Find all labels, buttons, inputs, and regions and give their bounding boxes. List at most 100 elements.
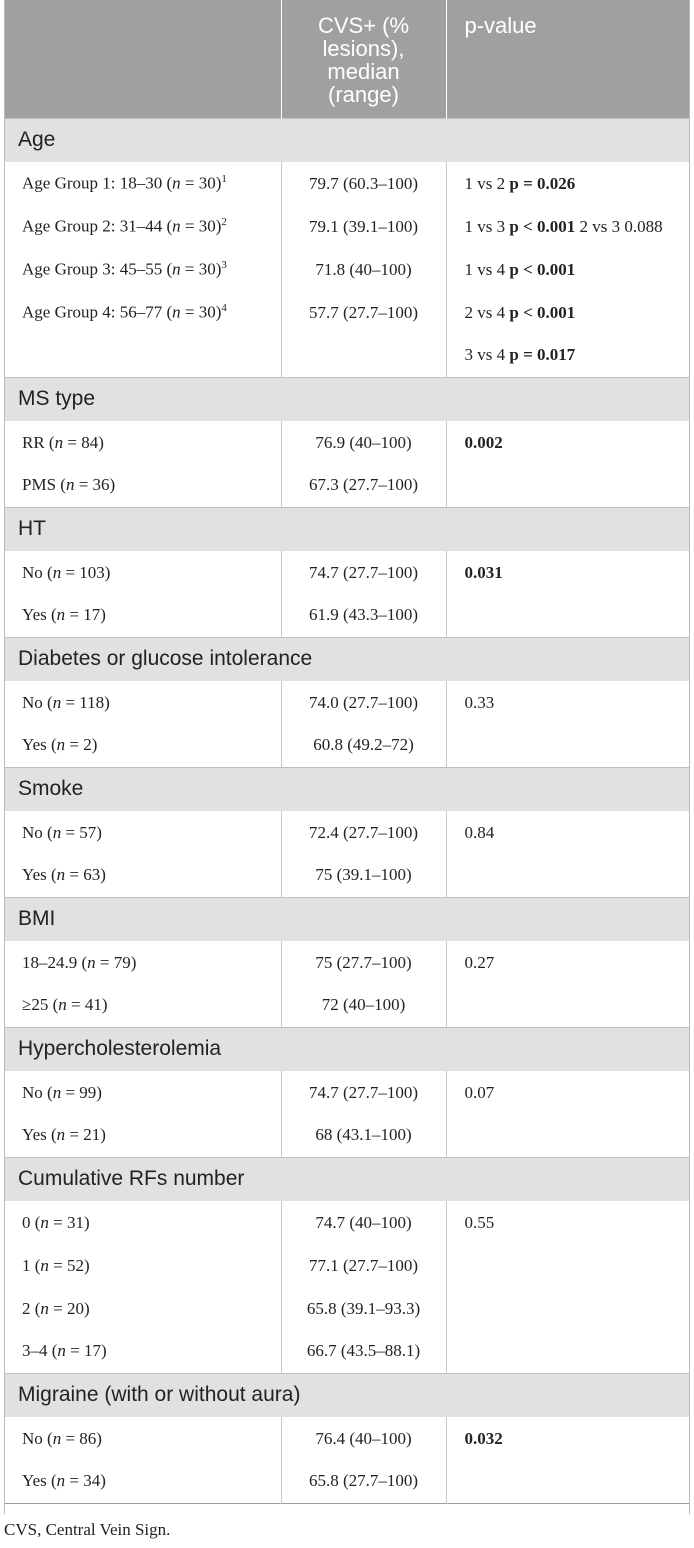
row-pvalue <box>446 1244 690 1287</box>
n-symbol: n <box>172 259 181 279</box>
row-label: 18–24.9 (n = 79) <box>4 941 282 984</box>
table-row: PMS (n = 36) 67.3 (27.7–100) <box>4 464 690 507</box>
group-title: HT <box>4 506 690 551</box>
row-cvs-value: 68 (43.1–100) <box>281 1114 447 1157</box>
row-cvs-value: 74.7 (40–100) <box>281 1201 447 1244</box>
pvalue-bold: p < 0.001 <box>509 259 576 279</box>
row-label-text: Age Group 4: 56–77 ( <box>22 302 173 322</box>
row-label: Age Group 4: 56–77 (n = 30)4 <box>4 291 282 334</box>
row-label-text: No ( <box>22 562 53 582</box>
row-footnote-marker: 2 <box>221 216 227 229</box>
row-label-text: Yes ( <box>22 1471 57 1491</box>
row-label <box>4 334 282 377</box>
row-cvs-value: 57.7 (27.7–100) <box>281 291 447 334</box>
row-label-text: 2 ( <box>22 1298 41 1318</box>
n-symbol: n <box>172 216 181 236</box>
row-n-value: 17 <box>84 1341 102 1361</box>
table-row: Age Group 4: 56–77 (n = 30)4 57.7 (27.7–1… <box>4 291 690 334</box>
row-n-value: 103 <box>79 562 105 582</box>
header-cvs: CVS+ (% lesions), median (range) <box>281 0 447 118</box>
row-cvs-value: 76.9 (40–100) <box>281 421 447 464</box>
table-row: Yes (n = 34) 65.8 (27.7–100) <box>4 1460 690 1503</box>
pvalue-text: 0.07 <box>464 1082 495 1102</box>
row-cvs-value: 75 (27.7–100) <box>281 941 447 984</box>
group-title: Diabetes or glucose intolerance <box>4 636 690 681</box>
row-footnote-marker: 4 <box>221 302 227 315</box>
n-symbol: n <box>54 432 64 452</box>
row-pvalue: 1 vs 2 p = 0.026 <box>446 162 690 205</box>
group-title: Migraine (with or without aura) <box>4 1372 690 1417</box>
table-row: No (n = 99) 74.7 (27.7–100) 0.07 <box>4 1071 690 1114</box>
row-label: 1 (n = 52) <box>4 1244 282 1287</box>
group-header-row: Cumulative RFs number <box>4 1156 690 1201</box>
row-label: Yes (n = 63) <box>4 854 282 897</box>
row-cvs-value: 67.3 (27.7–100) <box>281 464 447 507</box>
group-title: Hypercholesterolemia <box>4 1026 690 1071</box>
row-label: Age Group 2: 31–44 (n = 30)2 <box>4 205 282 248</box>
row-pvalue <box>446 1330 690 1373</box>
row-cvs-value: 74.0 (27.7–100) <box>281 681 447 724</box>
row-pvalue <box>446 1460 690 1503</box>
row-n-value: 86 <box>79 1428 97 1448</box>
pvalue-text: 2 vs 4 <box>464 302 510 322</box>
group-header-row: Smoke <box>4 766 690 811</box>
row-label-text: RR ( <box>22 432 55 452</box>
row-label: 0 (n = 31) <box>4 1201 282 1244</box>
table-row: Yes (n = 21) 68 (43.1–100) <box>4 1114 690 1157</box>
table-row: 3–4 (n = 17) 66.7 (43.5–88.1) <box>4 1330 690 1373</box>
n-symbol: n <box>172 302 181 322</box>
row-cvs-value: 77.1 (27.7–100) <box>281 1244 447 1287</box>
row-cvs-value: 79.1 (39.1–100) <box>281 205 447 248</box>
n-symbol: n <box>56 735 66 755</box>
row-cvs-value: 66.7 (43.5–88.1) <box>281 1330 447 1373</box>
row-label-text: 3–4 ( <box>22 1341 58 1361</box>
row-pvalue <box>446 594 690 637</box>
group-header-row: Hypercholesterolemia <box>4 1026 690 1071</box>
row-cvs-value: 76.4 (40–100) <box>281 1417 447 1460</box>
pvalue-text: 0.55 <box>464 1212 495 1232</box>
table-row: Age Group 3: 45–55 (n = 30)3 71.8 (40–100… <box>4 248 690 291</box>
row-cvs-value: 65.8 (39.1–93.3) <box>281 1287 447 1330</box>
row-label-text: Age Group 3: 45–55 ( <box>22 259 173 279</box>
table-row: Yes (n = 63) 75 (39.1–100) <box>4 854 690 897</box>
row-cvs-value: 74.7 (27.7–100) <box>281 551 447 594</box>
row-label: No (n = 99) <box>4 1071 282 1114</box>
row-n-value: 17 <box>83 605 101 625</box>
group-header-row: Diabetes or glucose intolerance <box>4 636 690 681</box>
row-label: Yes (n = 34) <box>4 1460 282 1503</box>
header-row: CVS+ (% lesions), median (range) p-value <box>4 0 690 118</box>
row-pvalue <box>446 1114 690 1157</box>
pvalue-bold: 0.032 <box>464 1428 503 1448</box>
row-label: Age Group 3: 45–55 (n = 30)3 <box>4 248 282 291</box>
row-n-value: 41 <box>84 995 102 1015</box>
row-cvs-value <box>281 334 447 377</box>
row-cvs-value: 72 (40–100) <box>281 984 447 1027</box>
group-title: Smoke <box>4 766 690 811</box>
pvalue-text: 0.33 <box>464 692 495 712</box>
row-n-value: 20 <box>67 1298 85 1318</box>
table-container: CVS+ (% lesions), median (range) p-value… <box>4 0 690 1504</box>
row-label-text: ≥25 ( <box>22 995 59 1015</box>
pvalue-bold: p = 0.026 <box>509 173 576 193</box>
group-title: BMI <box>4 896 690 941</box>
group-header-row: Migraine (with or without aura) <box>4 1372 690 1417</box>
n-symbol: n <box>52 692 62 712</box>
table-body: Age Age Group 1: 18–30 (n = 30)1 79.7 (60.… <box>4 117 690 1503</box>
table-row: No (n = 118) 74.0 (27.7–100) 0.33 <box>4 681 690 724</box>
row-pvalue: 0.07 <box>446 1071 690 1114</box>
row-label-text: Age Group 2: 31–44 ( <box>22 216 173 236</box>
row-cvs-value: 60.8 (49.2–72) <box>281 724 447 767</box>
row-label-text: No ( <box>22 692 53 712</box>
row-label: No (n = 118) <box>4 681 282 724</box>
n-symbol: n <box>40 1298 49 1318</box>
row-cvs-value: 65.8 (27.7–100) <box>281 1460 447 1503</box>
row-footnote-marker: 3 <box>221 259 227 272</box>
row-label: 2 (n = 20) <box>4 1287 282 1330</box>
group-title: Cumulative RFs number <box>4 1156 690 1201</box>
pvalue-bold: p = 0.017 <box>509 345 576 365</box>
n-symbol: n <box>65 475 75 495</box>
n-symbol: n <box>52 822 62 842</box>
row-pvalue: 1 vs 4 p < 0.001 <box>446 248 690 291</box>
n-symbol: n <box>52 562 62 582</box>
row-label-text: Yes ( <box>22 735 57 755</box>
